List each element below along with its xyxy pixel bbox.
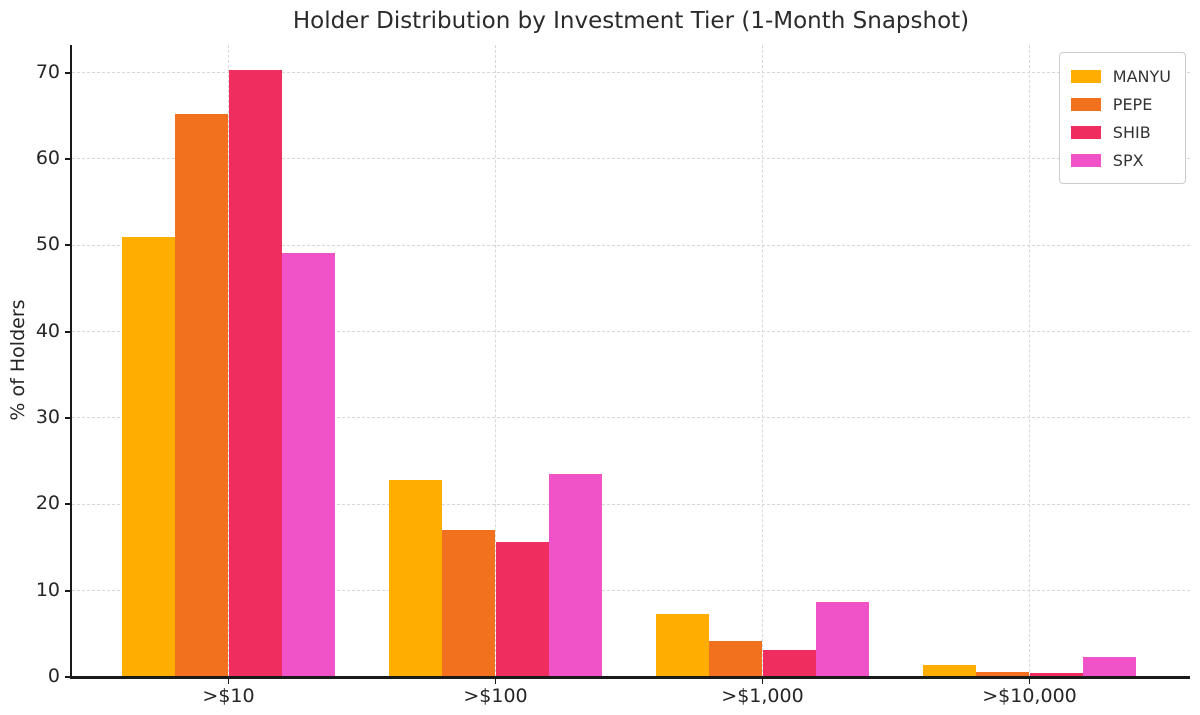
gridline-horizontal	[72, 158, 1190, 160]
bar-pepe-2	[709, 640, 763, 677]
y-tick-mark	[65, 676, 72, 678]
gridline-vertical	[761, 45, 763, 677]
gridline-horizontal	[72, 589, 1190, 591]
y-tick-label: 70	[35, 60, 60, 83]
y-tick-mark	[65, 589, 72, 592]
y-tick-mark	[65, 330, 72, 333]
legend-item-manyu: MANYU	[1070, 62, 1171, 90]
bar-spx-3	[1082, 657, 1137, 677]
legend-swatch-pepe	[1070, 97, 1101, 111]
x-tick-label: >$100	[463, 685, 528, 707]
legend-item-pepe: PEPE	[1070, 90, 1171, 118]
bar-manyu-2	[655, 613, 710, 677]
gridline-horizontal	[72, 417, 1190, 419]
x-tick-label: >$10	[202, 685, 255, 707]
bar-pepe-0	[175, 114, 229, 677]
bar-shib-3	[1029, 672, 1083, 677]
bar-manyu-0	[121, 236, 176, 677]
gridline-vertical	[1028, 45, 1030, 677]
x-tick-mark	[494, 677, 497, 684]
y-tick-mark	[65, 158, 72, 160]
bar-spx-2	[815, 601, 870, 677]
gridline-horizontal	[72, 503, 1190, 505]
y-tick-label: 10	[35, 578, 60, 601]
legend-label: SPX	[1112, 150, 1144, 170]
legend-swatch-manyu	[1070, 69, 1101, 83]
y-tick-label: 60	[35, 146, 60, 169]
y-tick-label: 20	[35, 492, 60, 515]
legend-label: SHIB	[1112, 122, 1151, 142]
x-tick-mark	[761, 677, 764, 684]
x-tick-mark	[1028, 677, 1031, 684]
y-tick-mark	[65, 244, 72, 247]
legend-swatch-spx	[1070, 153, 1101, 167]
legend-item-spx: SPX	[1070, 146, 1171, 174]
x-tick-label: >$1,000	[721, 685, 804, 707]
bar-manyu-1	[388, 480, 443, 677]
y-tick-label: 40	[35, 319, 60, 342]
gridline-horizontal	[72, 71, 1190, 73]
bar-spx-0	[281, 253, 336, 677]
x-tick-mark	[227, 677, 230, 684]
bar-manyu-3	[922, 664, 977, 677]
y-tick-mark	[65, 417, 72, 419]
gridline-vertical	[494, 45, 496, 677]
y-tick-mark	[65, 503, 72, 506]
y-tick-label: 30	[35, 405, 60, 428]
bar-pepe-1	[442, 530, 496, 677]
x-tick-label: >$10,000	[982, 685, 1077, 707]
legend: MANYU PEPE SHIB SPX	[1058, 52, 1186, 184]
bar-spx-1	[548, 474, 603, 677]
y-axis-spine	[70, 45, 72, 679]
y-tick-mark	[65, 71, 72, 74]
bar-shib-0	[228, 70, 282, 677]
bar-pepe-3	[976, 671, 1030, 677]
y-tick-label: 50	[35, 233, 60, 256]
x-axis-spine	[70, 676, 1190, 679]
legend-label: MANYU	[1112, 66, 1171, 86]
bar-shib-1	[495, 542, 549, 677]
y-tick-label: 0	[47, 665, 60, 687]
gridline-horizontal	[72, 330, 1190, 332]
legend-item-shib: SHIB	[1070, 118, 1171, 146]
chart-title: Holder Distribution by Investment Tier (…	[292, 8, 970, 34]
legend-swatch-shib	[1070, 125, 1101, 139]
gridline-horizontal	[72, 244, 1190, 246]
legend-label: PEPE	[1112, 94, 1153, 114]
bar-shib-2	[762, 650, 816, 677]
